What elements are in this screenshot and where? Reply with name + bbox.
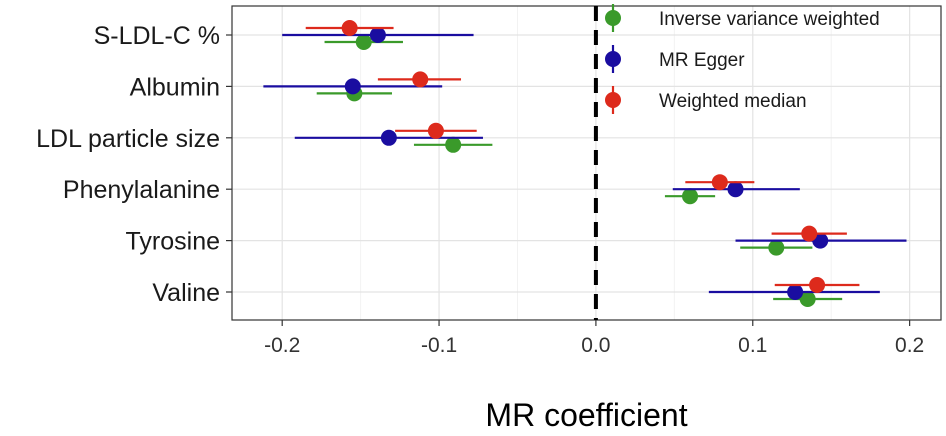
y-tick-label: LDL particle size: [36, 125, 220, 153]
point-estimate: [380, 129, 397, 146]
point-estimate: [711, 174, 728, 191]
x-tick-label: 0.1: [738, 334, 767, 357]
point-estimate: [412, 71, 429, 88]
series-mr-egger: [263, 27, 907, 300]
y-tick-label: Tyrosine: [126, 228, 220, 256]
legend-key-point: [605, 92, 621, 108]
x-tick-label: -0.1: [421, 334, 457, 357]
series-inverse-variance-weighted: [316, 34, 843, 307]
point-estimate: [445, 136, 462, 153]
point-estimate: [682, 188, 699, 205]
point-estimate: [369, 27, 386, 43]
gridlines: [232, 6, 941, 320]
x-tick-label: -0.2: [264, 334, 300, 357]
legend: Inverse variance weighted MR Egger Weighte…: [605, 4, 880, 114]
legend-key-point: [605, 51, 621, 67]
series-weighted-median: [305, 20, 860, 293]
point-estimate: [799, 291, 816, 307]
x-axis-ticks: -0.2 -0.1 0.0 0.1 0.2: [264, 320, 924, 357]
legend-label: MR Egger: [659, 50, 745, 71]
legend-label: Weighted median: [659, 91, 807, 112]
point-estimate: [344, 78, 361, 95]
y-tick-label: Valine: [152, 279, 220, 307]
y-tick-label: Phenylalanine: [63, 176, 220, 204]
panel-border: [231, 5, 942, 321]
x-axis-title: MR coefficient: [485, 397, 687, 433]
point-estimate: [768, 239, 785, 256]
point-estimate: [355, 34, 372, 50]
legend-label: Inverse variance weighted: [659, 9, 880, 30]
estimates-layer: [263, 20, 907, 307]
legend-key-point: [605, 10, 621, 26]
point-estimate: [801, 225, 818, 242]
y-tick-label: S-LDL-C %: [94, 22, 220, 50]
point-estimate: [727, 181, 744, 198]
point-estimate: [341, 20, 358, 36]
x-tick-label: 0.0: [581, 334, 610, 357]
y-tick-label: Albumin: [130, 73, 220, 101]
x-tick-label: 0.2: [895, 334, 924, 357]
point-estimate: [427, 122, 444, 139]
point-estimate: [787, 284, 804, 300]
point-estimate: [809, 277, 826, 293]
y-axis-labels: S-LDL-C % Albumin LDL particle size Phenyla…: [36, 22, 232, 307]
